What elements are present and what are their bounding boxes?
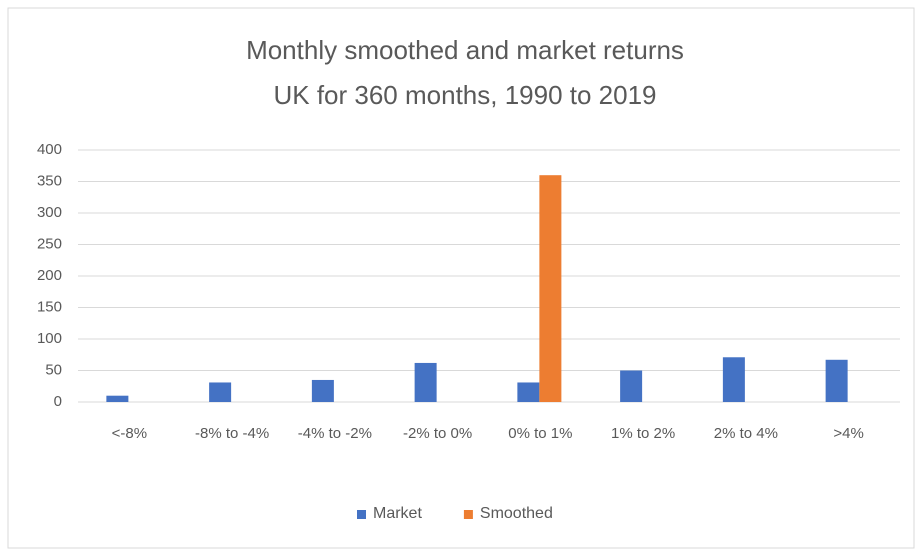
x-tick-label: -8% to -4% bbox=[195, 425, 270, 442]
y-tick-label: 50 bbox=[45, 361, 62, 378]
legend-label: Smoothed bbox=[480, 505, 553, 522]
bar bbox=[517, 382, 540, 402]
bar bbox=[620, 370, 643, 402]
bar bbox=[539, 175, 562, 402]
x-tick-label: -2% to 0% bbox=[403, 425, 473, 442]
y-tick-label: 100 bbox=[37, 330, 62, 347]
bar bbox=[825, 359, 848, 402]
bar bbox=[414, 362, 437, 402]
x-tick-label: 0% to 1% bbox=[508, 425, 573, 442]
x-tick-label: <-8% bbox=[111, 425, 148, 442]
y-tick-label: 0 bbox=[54, 393, 62, 410]
chart-subtitle: UK for 360 months, 1990 to 2019 bbox=[273, 80, 656, 110]
y-tick-label: 150 bbox=[37, 298, 62, 315]
bar bbox=[311, 379, 334, 402]
legend-label: Market bbox=[373, 505, 422, 522]
chart-border bbox=[7, 7, 915, 549]
x-tick-label: >4% bbox=[833, 425, 864, 442]
y-tick-label: 200 bbox=[37, 267, 62, 284]
y-tick-label: 250 bbox=[37, 235, 62, 252]
y-tick-label: 400 bbox=[37, 141, 62, 158]
legend-swatch bbox=[463, 510, 473, 519]
y-tick-label: 300 bbox=[37, 204, 62, 221]
bar bbox=[209, 382, 232, 402]
x-tick-label: -4% to -2% bbox=[297, 425, 372, 442]
legend-swatch bbox=[357, 510, 366, 519]
x-tick-label: 1% to 2% bbox=[611, 425, 676, 442]
bar bbox=[722, 357, 745, 402]
bar bbox=[106, 395, 129, 402]
y-tick-label: 350 bbox=[37, 172, 62, 189]
x-tick-label: 2% to 4% bbox=[713, 425, 778, 442]
chart-title: Monthly smoothed and market returns bbox=[246, 35, 684, 65]
